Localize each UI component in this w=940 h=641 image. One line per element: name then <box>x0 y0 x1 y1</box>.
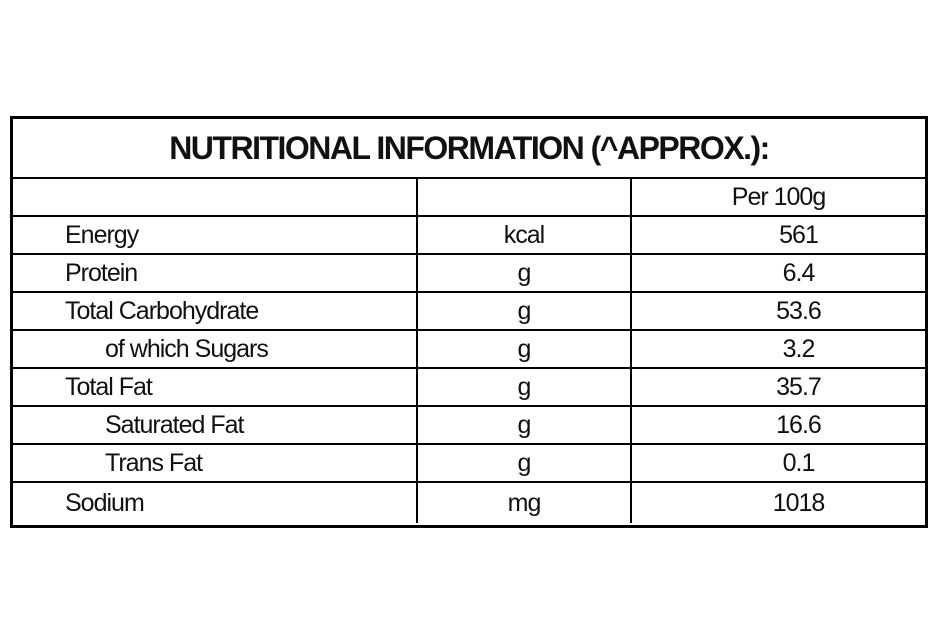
row-label: Total Fat <box>13 367 418 407</box>
value: 35.7 <box>630 367 925 407</box>
unit: g <box>416 253 632 293</box>
unit: g <box>416 291 632 331</box>
unit: g <box>416 329 632 369</box>
unit: mg <box>416 481 632 523</box>
header-cell <box>416 177 632 217</box>
value: 16.6 <box>630 405 925 445</box>
unit: g <box>416 443 632 483</box>
unit: kcal <box>416 215 632 255</box>
value: 1018 <box>630 481 925 523</box>
value: 0.1 <box>630 443 925 483</box>
row-label: of which Sugars <box>13 329 418 369</box>
value: 3.2 <box>630 329 925 369</box>
row-label: Sodium <box>13 481 418 523</box>
nutrition-table: NUTRITIONAL INFORMATION (^APPROX.): Per … <box>13 119 925 523</box>
unit: g <box>416 405 632 445</box>
header-cell <box>13 177 418 217</box>
table-title: NUTRITIONAL INFORMATION (^APPROX.): <box>13 119 925 179</box>
nutrition-panel: NUTRITIONAL INFORMATION (^APPROX.): Per … <box>10 116 928 528</box>
value: 53.6 <box>630 291 925 331</box>
unit: g <box>416 367 632 407</box>
row-label: Energy <box>13 215 418 255</box>
value-header: Per 100g <box>630 177 925 217</box>
row-label: Trans Fat <box>13 443 418 483</box>
row-label: Protein <box>13 253 418 293</box>
row-label: Total Carbohydrate <box>13 291 418 331</box>
value: 561 <box>630 215 925 255</box>
row-label: Saturated Fat <box>13 405 418 445</box>
value: 6.4 <box>630 253 925 293</box>
